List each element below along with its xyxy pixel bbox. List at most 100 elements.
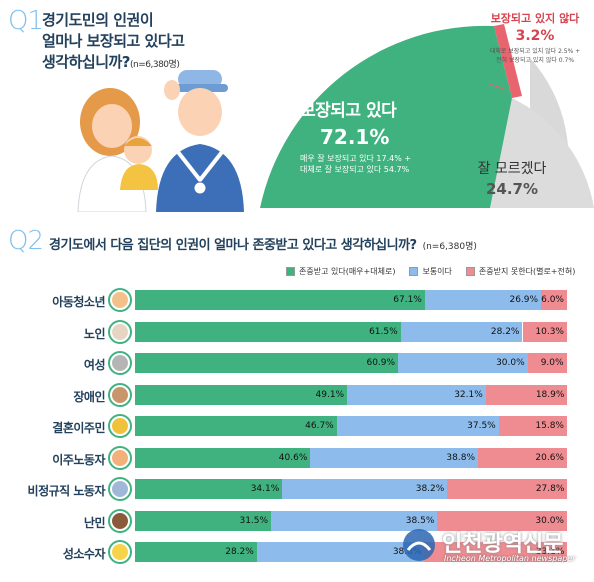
q2-header: Q2 경기도에서 다음 집단의 인권이 얼마나 존중받고 있다고 생각하십니까?… [8,226,594,256]
segment-not-respected: 15.8% [498,416,567,436]
unknown-pct: 24.7% [485,180,539,198]
data-label: 60.9% [366,358,396,368]
bar-row: 난민 31.5% 38.5% 30.0% [0,508,594,535]
legend-swatch-normal [409,267,419,276]
family-illustration [77,70,244,212]
data-label: 26.9% [509,295,539,305]
segment-normal: 32.1% [347,384,486,405]
data-label: 38.2% [415,484,445,494]
data-label: 28.2% [225,547,254,557]
category-avatar-icon [108,414,132,438]
pie-slice-not-guaranteed [494,24,522,98]
guaranteed-group: 보장되고 있다 72.1% 매우 잘 보장되고 있다 17.4% + 대체로 잘… [300,96,450,175]
q1-section: Q1 경기도민의 인권이 얼마나 보장되고 있다고 생각하십니까?(n=6,38… [0,0,594,212]
guaranteed-pct: 72.1% [320,125,390,149]
watermark-ko: 인천광역신문 [442,531,564,557]
q1-title-line-3-wrap: 생각하십니까?(n=6,380명) [42,52,262,76]
category-avatar-face-icon [112,512,128,529]
bar-row: 비정규직 노동자 34.1% 38.2% 27.8% [0,477,594,503]
category-label: 성소수자 [62,547,106,561]
guaranteed-detail-2: 대체로 잘 보장되고 있다 54.7% [300,165,410,174]
bar-row: 노인 61.5% 28.2% 10.3% [0,319,594,346]
bar-row: 여성 60.9% 30.0% 9.0% [0,351,594,377]
category-avatar-face-icon [112,323,128,340]
q1-title-line-3: 생각하십니까? [42,53,131,71]
data-label: 34.1% [250,484,280,494]
data-label: 33.1% [535,547,565,557]
legend-label-normal: 보통이다 [422,267,452,276]
data-label: 15.8% [535,421,564,431]
data-label: 20.6% [535,452,564,463]
q2-legend: 존중받고 있다(매우+대체로) 보통이다 존중받지 못한다(별로+전혀) [286,266,575,277]
segment-normal: 37.5% [336,416,499,436]
legend-label-not-respected: 존중받지 못한다(별로+전혀) [478,267,576,276]
segment-normal: 30.0% [398,353,528,373]
q1-number: Q1 [8,6,44,36]
data-label: 28.2% [490,326,520,337]
segment-not-respected: 33.1% [424,542,568,562]
segment-respected: 49.1% [135,384,348,405]
data-label: 30.0% [535,515,564,526]
legend-item-normal: 보통이다 [409,266,452,277]
q2-number: Q2 [8,226,44,256]
data-label: 38.8% [446,452,475,463]
category-label: 이주노동자 [52,452,105,467]
category-avatar-icon [108,288,132,312]
data-label: 27.8% [535,484,565,494]
segment-not-respected: 27.8% [447,479,568,499]
q2-sample-size: (n=6,380명) [422,242,477,252]
unknown-label: 잘 모르겠다 [477,161,547,177]
not-guaranteed-detail-2: 전혀 보장되고 있지 않다 0.7% [495,57,575,64]
data-label: 49.1% [315,389,345,400]
category-avatar-face-icon [112,449,128,466]
legend-swatch-not-respected [465,267,475,276]
pie-slice-guaranteed [260,25,512,208]
segment-not-respected: 30.0% [437,510,567,531]
data-label: 46.7% [305,421,334,431]
category-label: 노인 [83,326,106,341]
segment-respected: 67.1% [135,290,425,310]
q1-title: 경기도민의 인권이 얼마나 보장되고 있다고 생각하십니까?(n=6,380명) [42,10,262,76]
segment-normal: 28.2% [400,321,523,342]
segment-not-respected: 9.0% [527,353,567,373]
data-label: 40.6% [278,452,308,463]
segment-respected: 34.1% [135,479,283,499]
segment-respected: 40.6% [135,447,311,468]
category-label: 여성 [83,358,106,372]
segment-respected: 28.2% [135,542,257,562]
category-avatar-icon [108,382,132,407]
unknown-group: 잘 모르겠다 24.7% [462,158,562,198]
category-label: 비정규직 노동자 [27,484,106,498]
category-label: 아동청소년 [52,295,105,309]
not-guaranteed-label: 보장되고 있지 않다 [490,12,580,25]
q1-title-line-2: 얼마나 보장되고 있다고 [42,32,185,50]
segment-respected: 31.5% [135,510,272,531]
legend-item-not-respected: 존중받지 못한다(별로+전혀) [465,266,576,277]
segment-normal: 26.9% [424,290,542,310]
data-label: 37.5% [467,421,496,431]
bar-row: 결혼이주민 46.7% 37.5% 15.8% [0,414,594,440]
data-label: 30.0% [496,358,525,368]
data-label: 10.3% [535,326,564,337]
segment-not-respected: 6.0% [541,290,567,310]
category-label: 난민 [83,515,106,530]
data-label: 67.1% [393,295,422,305]
guaranteed-label: 보장되고 있다 [300,101,397,121]
bar-row: 장애인 49.1% 32.1% 18.9% [0,382,594,409]
guaranteed-detail-1: 매우 잘 보장되고 있다 17.4% + [300,154,412,163]
category-avatar-icon [108,351,132,375]
data-label: 9.0% [540,358,564,368]
category-avatar-face-icon [112,292,128,308]
data-label: 18.9% [535,389,565,400]
segment-normal: 38.5% [271,510,438,531]
segment-normal: 38.8% [310,447,478,468]
category-avatar-face-icon [112,481,128,497]
watermark: 인천광역신문 Incheon Metropolitan newspaper [400,524,590,574]
watermark-en: Incheon Metropolitan newspaper [444,554,576,563]
pie-slice-unknown-big [490,98,594,208]
category-avatar-icon [108,540,132,564]
segment-not-respected: 18.9% [485,384,568,405]
data-label: 38.5% [405,515,435,526]
category-avatar-face-icon [112,418,128,434]
q1-title-line-1: 경기도민의 인권이 [42,11,154,29]
